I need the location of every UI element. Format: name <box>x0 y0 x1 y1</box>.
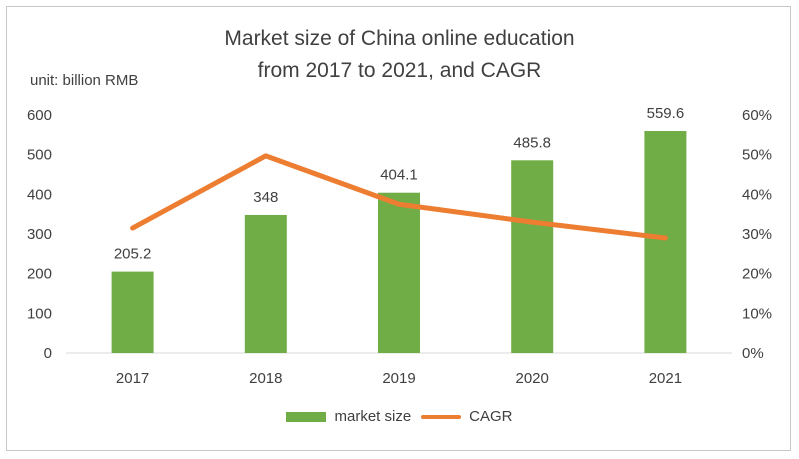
x-tick-label: 2019 <box>382 370 415 387</box>
unit-label: unit: billion RMB <box>30 72 139 89</box>
x-tick-label: 2017 <box>116 370 149 387</box>
left-tick-label: 300 <box>27 226 52 243</box>
left-tick-label: 200 <box>27 266 52 283</box>
legend-swatch-line <box>421 414 462 419</box>
legend-item-cagr: CAGR <box>421 408 513 425</box>
bar-market-size <box>111 271 154 353</box>
bar-data-label: 348 <box>253 189 278 206</box>
chart-title-line2: from 2017 to 2021, and CAGR <box>257 59 542 82</box>
bar-market-size <box>511 160 554 353</box>
legend-item-market-size: market size <box>286 408 411 425</box>
right-tick-label: 10% <box>742 305 772 322</box>
bar-data-label: 485.8 <box>513 134 551 151</box>
right-tick-label: 40% <box>742 186 772 203</box>
right-tick-label: 30% <box>742 226 772 243</box>
bar-data-label: 404.1 <box>380 167 418 184</box>
chart-title-line1: Market size of China online education <box>224 27 575 50</box>
bar-data-label: 205.2 <box>114 246 152 263</box>
bar-market-size <box>378 192 420 353</box>
x-tick-label: 2020 <box>516 370 549 387</box>
left-tick-label: 600 <box>27 107 52 124</box>
left-tick-label: 0 <box>44 345 52 362</box>
legend: market size CAGR <box>0 408 799 425</box>
legend-swatch-bar <box>286 411 327 422</box>
left-tick-label: 400 <box>27 186 52 203</box>
right-tick-label: 20% <box>742 266 772 283</box>
right-tick-label: 60% <box>742 107 772 124</box>
x-tick-label: 2018 <box>249 370 282 387</box>
legend-label-market-size: market size <box>334 408 412 425</box>
right-tick-label: 50% <box>742 147 772 164</box>
left-tick-label: 100 <box>27 305 52 322</box>
right-tick-label: 0% <box>742 345 764 362</box>
x-tick-label: 2021 <box>649 370 682 387</box>
legend-label-cagr: CAGR <box>469 408 513 425</box>
bar-market-size <box>244 214 287 353</box>
bar-data-label: 559.6 <box>647 105 685 122</box>
left-tick-label: 500 <box>27 147 52 164</box>
bar-market-size <box>644 131 687 353</box>
